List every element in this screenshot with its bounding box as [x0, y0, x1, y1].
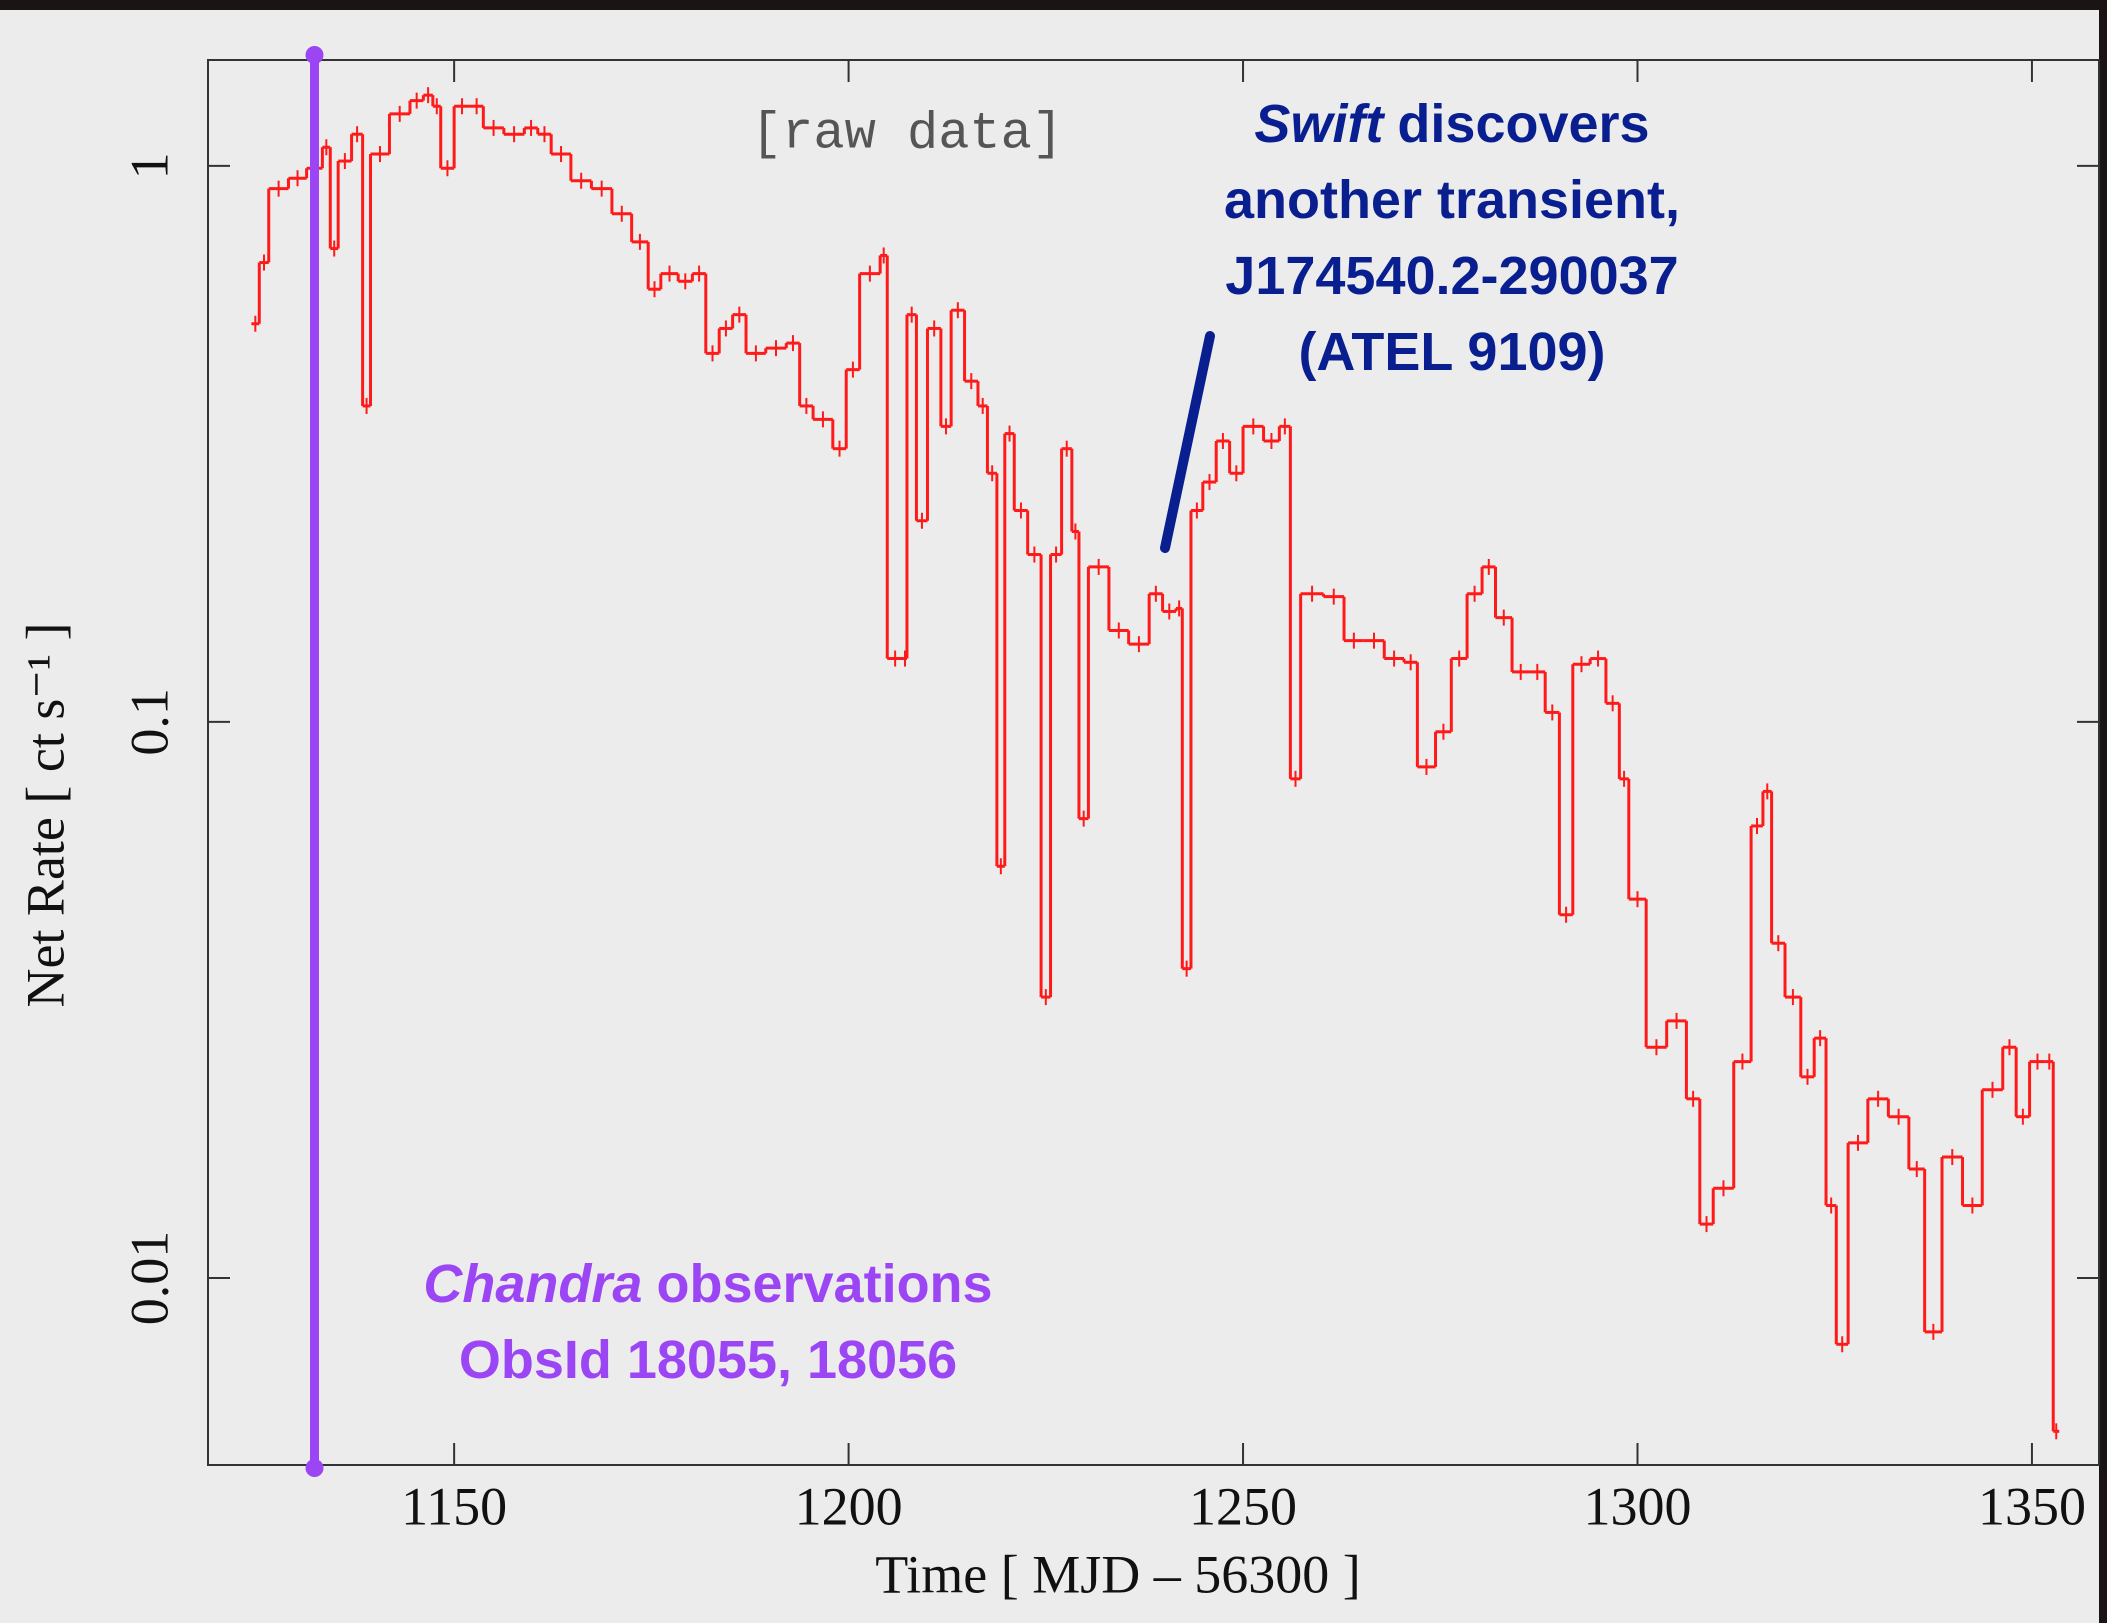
chandra-annotation: Chandra observations ObsId 18055, 18056: [423, 1254, 992, 1390]
chandra-marker-end: [305, 46, 324, 64]
plot-frame: [207, 59, 2100, 1466]
y-tick-label: 1: [119, 152, 179, 179]
swift-annotation: Swift discovers another transient, J174540.…: [1224, 94, 1680, 382]
swift-line: J174540.2-290037: [1225, 246, 1678, 306]
x-tick-label: 1300: [1583, 1476, 1691, 1536]
chandra-marker-end: [305, 1459, 324, 1477]
swift-emphasis: Swift: [1254, 94, 1385, 154]
swift-line: (ATEL 9109): [1298, 322, 1605, 382]
x-tick-label: 1200: [795, 1476, 903, 1536]
swift-line: another transient,: [1224, 170, 1680, 230]
y-axis-label: Net Rate [ ct s⁻¹ ]: [15, 622, 75, 1007]
swift-line: discovers: [1397, 94, 1649, 154]
x-axis-label: Time [ MJD – 56300 ]: [875, 1544, 1361, 1604]
x-tick-label: 1350: [1978, 1476, 2086, 1536]
x-tick-label: 1150: [401, 1476, 507, 1536]
y-tick-label: 0.01: [119, 1231, 179, 1326]
chandra-line: observations: [656, 1254, 992, 1314]
swift-pointer: [1160, 331, 1215, 553]
y-tick-label: 0.1: [119, 688, 179, 756]
x-tick-label: 1250: [1189, 1476, 1297, 1536]
chandra-line: ObsId 18055, 18056: [459, 1330, 957, 1390]
raw-data-note: [raw data]: [751, 105, 1063, 164]
chandra-emphasis: Chandra: [423, 1254, 642, 1314]
